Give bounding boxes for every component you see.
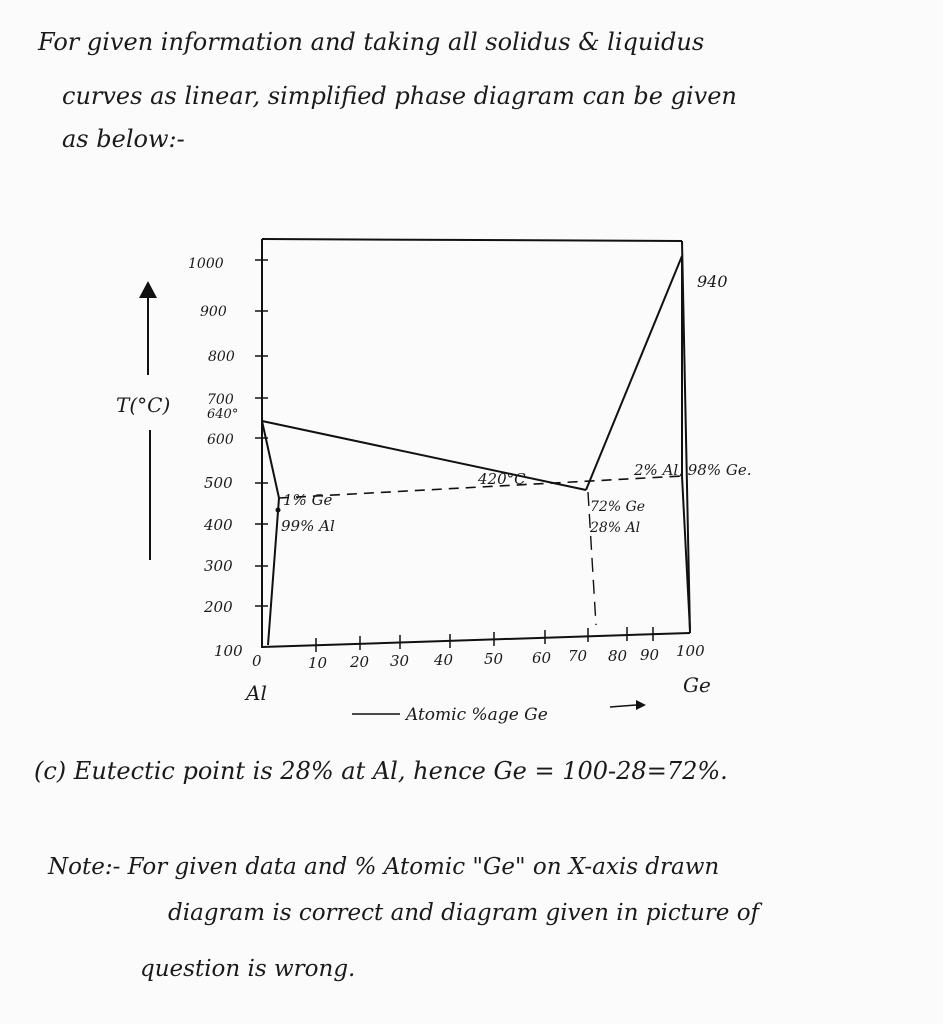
y-tick-label-100: 100 — [214, 642, 243, 660]
al-end-label: Al — [244, 681, 267, 705]
liquidus-ge-side — [585, 255, 683, 491]
y-axis-arrow-head — [139, 281, 157, 298]
x-tick-label-0: 0 — [252, 652, 262, 670]
y-tick-label-600: 600 — [207, 432, 234, 448]
intro-line-2: curves as linear, simplified phase diagr… — [62, 82, 737, 110]
ge-melting-label: 940 — [697, 272, 728, 291]
ge-end-label: Ge — [683, 673, 711, 697]
eutectic-composition-guide — [587, 491, 597, 626]
x-tick-label-50: 50 — [484, 650, 504, 668]
x-tick-label-30: 30 — [390, 652, 410, 670]
solvus-ge-side — [681, 475, 691, 631]
x-axis-label-arrowhead — [636, 700, 646, 710]
y-tick-label-640: 640° — [207, 407, 238, 422]
left-solvus-label-ge: 1% Ge — [283, 491, 333, 509]
liquidus-al-side — [261, 420, 587, 491]
y-tick-label-800: 800 — [208, 349, 235, 365]
y-tick-label-500: 500 — [204, 474, 233, 492]
solvus-al-side — [267, 497, 280, 646]
y-tick-label-1000: 1000 — [188, 256, 224, 272]
y-tick-label-700: 700 — [207, 392, 234, 408]
y-tick-label-400: 400 — [203, 516, 233, 534]
x-tick-label-70: 70 — [568, 647, 588, 665]
y-tick-label-300: 300 — [204, 557, 233, 575]
y-tick-marks — [255, 259, 268, 607]
eutectic-temperature-label: 420°C — [477, 470, 526, 488]
note-line-3: question is wrong. — [140, 956, 356, 982]
intro-line-1: For given information and taking all sol… — [38, 28, 705, 56]
right-phase-label: 2% Al, 98% Ge. — [633, 461, 751, 479]
intro-line-3: as below:- — [62, 125, 185, 153]
x-tick-label-60: 60 — [532, 649, 552, 667]
eutectic-ge-label: 72% Ge — [590, 499, 645, 515]
x-tick-label-10: 10 — [308, 654, 328, 672]
x-axis-label: Atomic %age Ge — [404, 705, 548, 725]
x-tick-label-100: 100 — [676, 642, 705, 660]
x-tick-label-20: 20 — [349, 653, 370, 671]
x-tick-label-90: 90 — [640, 646, 660, 664]
y-tick-label-900: 900 — [200, 304, 227, 320]
note-line-1: Note:- For given data and % Atomic "Ge" … — [48, 854, 720, 880]
left-solvus-point — [275, 507, 281, 513]
left-solvus-label-al: 99% Al — [281, 517, 335, 535]
y-tick-label-200: 200 — [203, 598, 233, 616]
y-axis-label: T(°C) — [116, 393, 170, 417]
x-tick-label-80: 80 — [608, 647, 628, 665]
x-axis — [261, 632, 691, 648]
x-tick-marks — [315, 627, 654, 652]
top-border — [261, 238, 683, 242]
solidus-al-side — [261, 420, 280, 499]
right-border — [681, 240, 691, 634]
x-tick-label-40: 40 — [433, 651, 454, 669]
x-axis-label-arrow — [609, 704, 637, 708]
part-c-answer: (c) Eutectic point is 28% at Al, hence G… — [34, 757, 728, 785]
eutectic-al-label: 28% Al — [589, 520, 640, 536]
note-line-2: diagram is correct and diagram given in … — [168, 900, 760, 926]
